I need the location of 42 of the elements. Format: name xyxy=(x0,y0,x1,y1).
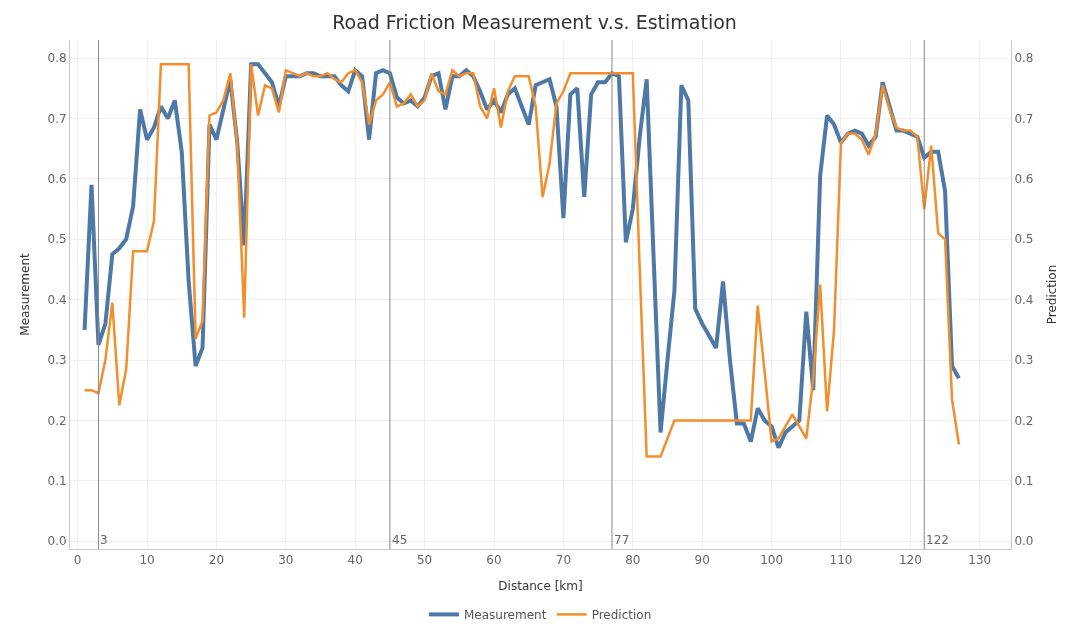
x-tick-label: 50 xyxy=(416,553,433,568)
y-tick-label: 0.7 xyxy=(47,111,67,126)
y-tick-label: 0.2 xyxy=(47,413,67,428)
y-tick-label: 0.3 xyxy=(47,353,67,368)
y-tick-label: 0.6 xyxy=(47,172,67,187)
x-tick-label: 130 xyxy=(968,553,992,568)
x-tick-label: 30 xyxy=(278,553,294,568)
chart-title: Road Friction Measurement v.s. Estimation xyxy=(332,11,737,34)
y2-tick-label: 0.0 xyxy=(1014,534,1034,549)
x-tick-label: 90 xyxy=(694,553,710,568)
legend-label: Measurement xyxy=(464,608,547,623)
y2-axis-title: Prediction xyxy=(1045,264,1060,325)
ref-line-label: 77 xyxy=(614,533,630,547)
y-axis-title: Measurement xyxy=(17,253,32,336)
x-tick-label: 110 xyxy=(829,553,853,568)
legend-label: Prediction xyxy=(591,608,652,623)
y2-tick-label: 0.6 xyxy=(1014,172,1034,187)
x-tick-label: 0 xyxy=(73,553,82,568)
ref-line-label: 122 xyxy=(926,533,949,547)
y-tick-label: 0.8 xyxy=(47,51,67,66)
x-tick-label: 60 xyxy=(486,553,502,568)
y-tick-label: 0.4 xyxy=(47,292,67,307)
x-tick-label: 20 xyxy=(208,553,225,568)
x-tick-label: 100 xyxy=(760,553,784,568)
y2-tick-label: 0.5 xyxy=(1014,232,1034,247)
y2-tick-label: 0.8 xyxy=(1014,51,1034,66)
y2-tick-label: 0.4 xyxy=(1014,292,1034,307)
x-axis-title: Distance [km] xyxy=(498,579,583,594)
x-tick-label: 40 xyxy=(347,553,363,568)
y2-tick-label: 0.3 xyxy=(1014,353,1034,368)
y-tick-label: 0.1 xyxy=(47,473,67,488)
x-tick-label: 120 xyxy=(898,553,922,568)
y2-tick-label: 0.1 xyxy=(1014,473,1034,488)
x-tick-label: 10 xyxy=(139,553,155,568)
y2-tick-label: 0.7 xyxy=(1014,111,1034,126)
y-tick-label: 0.0 xyxy=(47,534,67,549)
y-tick-label: 0.5 xyxy=(47,232,67,247)
ref-line-label: 45 xyxy=(392,533,408,547)
x-tick-label: 70 xyxy=(555,553,572,568)
y2-tick-label: 0.2 xyxy=(1014,413,1034,428)
ref-line-label: 3 xyxy=(100,533,108,547)
x-tick-label: 80 xyxy=(625,553,641,568)
